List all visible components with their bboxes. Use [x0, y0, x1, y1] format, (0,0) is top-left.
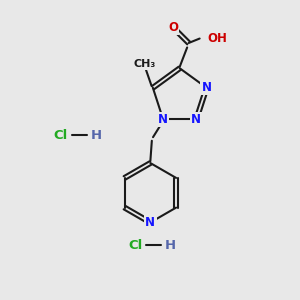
Text: H: H [91, 129, 102, 142]
Text: OH: OH [207, 32, 227, 45]
Text: N: N [145, 216, 155, 229]
Text: CH₃: CH₃ [134, 59, 156, 69]
Text: Cl: Cl [54, 129, 68, 142]
Text: H: H [165, 238, 176, 252]
Text: Cl: Cl [128, 238, 142, 252]
Text: N: N [191, 113, 201, 126]
Text: O: O [168, 21, 178, 34]
Text: N: N [202, 81, 212, 94]
Text: N: N [158, 113, 168, 126]
